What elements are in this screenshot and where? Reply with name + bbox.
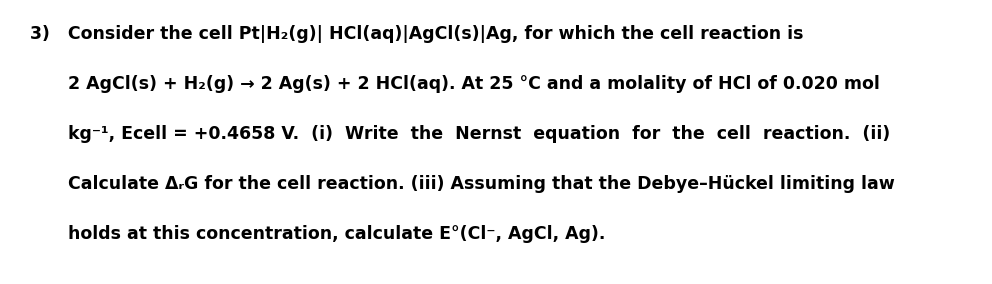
Text: 2 AgCl(s) + H₂(g) → 2 Ag(s) + 2 HCl(aq). At 25 °C and a molality of HCl of 0.020: 2 AgCl(s) + H₂(g) → 2 Ag(s) + 2 HCl(aq).… [68, 75, 880, 93]
Text: Calculate ΔᵣG for the cell reaction. (iii) Assuming that the Debye–Hückel limiti: Calculate ΔᵣG for the cell reaction. (ii… [68, 175, 895, 193]
Text: 3)   Consider the cell Pt|H₂(g)| HCl(aq)|AgCl(s)|Ag, for which the cell reaction: 3) Consider the cell Pt|H₂(g)| HCl(aq)|A… [30, 25, 804, 43]
Text: kg⁻¹, Ecell = +0.4658 V.  (i)  Write  the  Nernst  equation  for  the  cell  rea: kg⁻¹, Ecell = +0.4658 V. (i) Write the N… [68, 125, 890, 143]
Text: holds at this concentration, calculate E°(Cl⁻, AgCl, Ag).: holds at this concentration, calculate E… [68, 225, 605, 243]
